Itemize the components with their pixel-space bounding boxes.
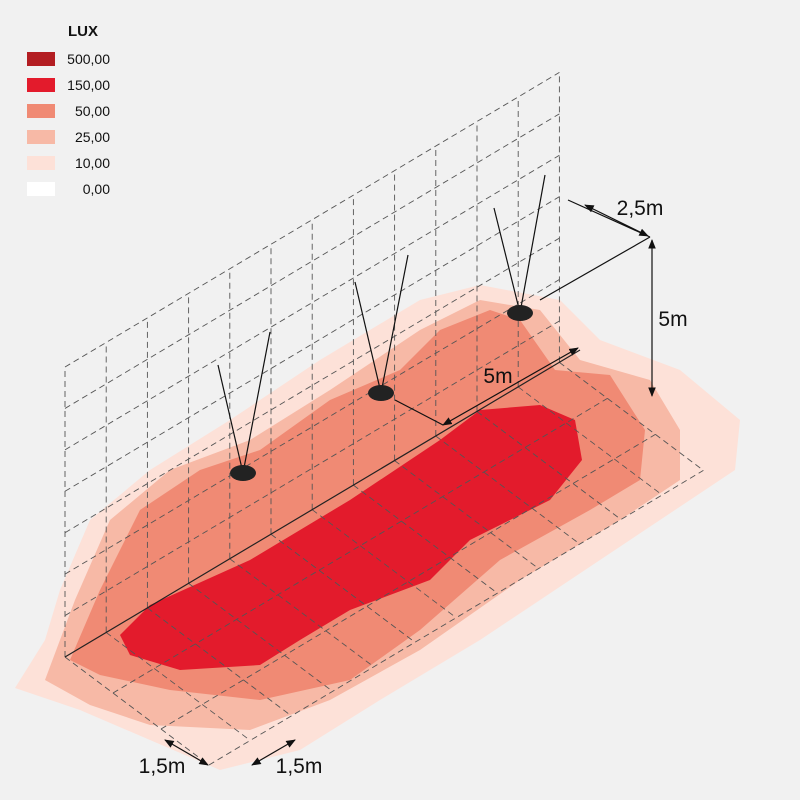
ext-line — [539, 236, 651, 301]
legend-swatch — [27, 78, 55, 92]
cables — [217, 174, 546, 474]
dim-label: 5m — [483, 365, 512, 388]
wall-grid-line — [64, 320, 560, 616]
floor-grid-line — [229, 558, 375, 668]
dim-arrow — [164, 739, 209, 766]
dim-arrow — [442, 347, 579, 426]
zone-150 — [120, 405, 582, 670]
legend-swatch — [27, 182, 55, 196]
dim-arrow — [251, 739, 296, 766]
luminaire — [368, 385, 394, 401]
floor-grid-line — [311, 509, 457, 619]
legend-label: 0,00 — [83, 181, 110, 197]
legend-label: 50,00 — [75, 103, 110, 119]
dimensions: 2,5m 5m 5m 1,5m 1,5m — [139, 197, 688, 778]
legend-label: 500,00 — [67, 51, 110, 67]
luminaire — [507, 305, 533, 321]
legend-swatch — [27, 130, 55, 144]
legend-swatch — [27, 156, 55, 170]
wall-grid-line — [64, 113, 560, 409]
dim-label: 1,5m — [276, 755, 323, 778]
ext-line — [394, 399, 444, 426]
legend: LUX 500,00 150,00 50,00 25,00 10,00 0,00 — [27, 23, 110, 197]
floor-grid-line — [394, 460, 539, 569]
legend-swatch — [27, 52, 55, 66]
legend-swatch — [27, 104, 55, 118]
floor-grid-line — [208, 470, 704, 766]
luminaire — [230, 465, 256, 481]
floor-grid-line — [105, 632, 251, 741]
floor-grid-line — [476, 411, 622, 520]
legend-label: 25,00 — [75, 129, 110, 145]
wall-grid-line — [64, 72, 560, 368]
wall-grid-line — [64, 279, 560, 575]
dim-label: 1,5m — [139, 755, 186, 778]
floor-grid-line — [160, 434, 656, 730]
floor-grid-line — [270, 533, 416, 643]
floor-grid-line — [435, 435, 581, 545]
wall-grid-line — [64, 237, 560, 534]
dim-label: 2,5m — [617, 197, 664, 220]
dim-label: 5m — [658, 308, 687, 331]
floor-grid-line — [559, 362, 704, 471]
floor-grid-line — [112, 398, 608, 694]
luminaires — [217, 174, 546, 481]
legend-label: 150,00 — [67, 77, 110, 93]
floor-grid-line — [353, 484, 498, 594]
wall-grid-line — [64, 196, 560, 492]
floor-grid-line — [188, 582, 333, 692]
dim-arrow — [584, 204, 649, 237]
floor-grid-line — [147, 607, 292, 717]
legend-title: LUX — [68, 23, 98, 40]
legend-label: 10,00 — [75, 155, 110, 171]
wall-grid-line — [64, 154, 560, 451]
